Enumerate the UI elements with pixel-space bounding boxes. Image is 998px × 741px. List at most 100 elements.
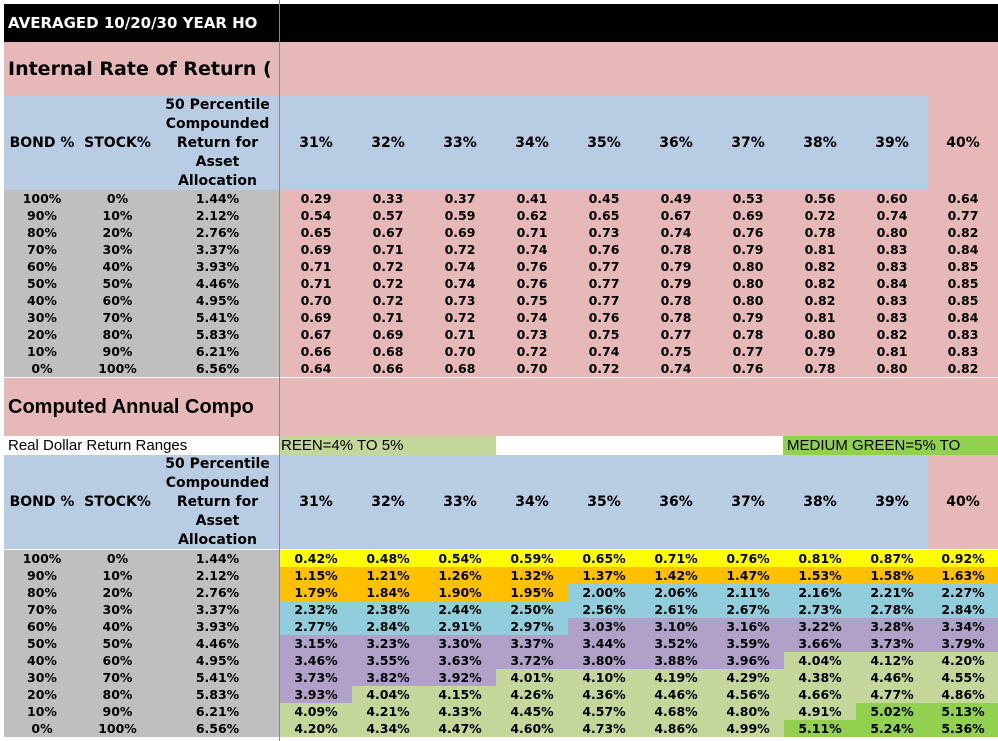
stock-cell[interactable]: 70%: [80, 309, 155, 326]
annual-value-cell[interactable]: 4.20%: [280, 720, 352, 737]
annual-value-cell[interactable]: 3.79%: [928, 635, 998, 652]
irr-value-cell[interactable]: 0.62: [496, 207, 568, 224]
stock-cell[interactable]: 70%: [80, 669, 155, 686]
irr-value-cell[interactable]: 0.80: [856, 360, 928, 377]
irr-value-cell[interactable]: 0.70: [424, 343, 496, 360]
irr-value-cell[interactable]: 0.76: [568, 309, 640, 326]
irr-value-cell[interactable]: 0.74: [496, 309, 568, 326]
irr-value-cell[interactable]: 0.67: [640, 207, 712, 224]
annual-value-cell[interactable]: 3.93%: [280, 686, 352, 703]
irr-value-cell[interactable]: 0.69: [280, 241, 352, 258]
irr-value-cell[interactable]: 0.79: [712, 241, 784, 258]
bond-cell[interactable]: 70%: [4, 241, 80, 258]
annual-value-cell[interactable]: 4.21%: [352, 703, 424, 720]
bond-cell[interactable]: 10%: [4, 343, 80, 360]
return-cell[interactable]: 5.41%: [155, 309, 280, 326]
annual-value-cell[interactable]: 3.59%: [712, 635, 784, 652]
irr-value-cell[interactable]: 0.81: [784, 241, 856, 258]
irr-value-cell[interactable]: 0.85: [928, 258, 998, 275]
irr-value-cell[interactable]: 0.71: [496, 224, 568, 241]
annual-value-cell[interactable]: 3.22%: [784, 618, 856, 635]
bond-cell[interactable]: 90%: [4, 567, 80, 584]
irr-value-cell[interactable]: 0.79: [712, 309, 784, 326]
irr-value-cell[interactable]: 0.78: [640, 309, 712, 326]
annual-value-cell[interactable]: 2.00%: [568, 584, 640, 601]
annual-value-cell[interactable]: 1.32%: [496, 567, 568, 584]
irr-value-cell[interactable]: 0.75: [496, 292, 568, 309]
annual-value-cell[interactable]: 2.44%: [424, 601, 496, 618]
annual-value-cell[interactable]: 2.50%: [496, 601, 568, 618]
annual-value-cell[interactable]: 2.67%: [712, 601, 784, 618]
irr-value-cell[interactable]: 0.41: [496, 190, 568, 207]
irr-value-cell[interactable]: 0.77: [568, 258, 640, 275]
irr-value-cell[interactable]: 0.80: [856, 224, 928, 241]
annual-value-cell[interactable]: 3.15%: [280, 635, 352, 652]
annual-value-cell[interactable]: 4.68%: [640, 703, 712, 720]
annual-value-cell[interactable]: 3.46%: [280, 652, 352, 669]
bond-cell[interactable]: 100%: [4, 550, 80, 567]
irr-value-cell[interactable]: 0.78: [640, 292, 712, 309]
irr-value-cell[interactable]: 0.76: [712, 360, 784, 377]
annual-value-cell[interactable]: 0.76%: [712, 550, 784, 567]
irr-value-cell[interactable]: 0.79: [640, 258, 712, 275]
bond-cell[interactable]: 80%: [4, 584, 80, 601]
annual-value-cell[interactable]: 3.30%: [424, 635, 496, 652]
annual-value-cell[interactable]: 4.46%: [856, 669, 928, 686]
irr-value-cell[interactable]: 0.69: [352, 326, 424, 343]
irr-value-cell[interactable]: 0.69: [280, 309, 352, 326]
annual-value-cell[interactable]: 0.92%: [928, 550, 998, 567]
annual-value-cell[interactable]: 5.13%: [928, 703, 998, 720]
annual-value-cell[interactable]: 3.92%: [424, 669, 496, 686]
annual-value-cell[interactable]: 5.36%: [928, 720, 998, 737]
irr-value-cell[interactable]: 0.84: [928, 241, 998, 258]
irr-value-cell[interactable]: 0.80: [712, 292, 784, 309]
annual-value-cell[interactable]: 1.37%: [568, 567, 640, 584]
annual-value-cell[interactable]: 5.24%: [856, 720, 928, 737]
irr-value-cell[interactable]: 0.67: [352, 224, 424, 241]
irr-value-cell[interactable]: 0.49: [640, 190, 712, 207]
annual-value-cell[interactable]: 4.77%: [856, 686, 928, 703]
irr-value-cell[interactable]: 0.29: [280, 190, 352, 207]
irr-value-cell[interactable]: 0.83: [856, 292, 928, 309]
irr-value-cell[interactable]: 0.65: [280, 224, 352, 241]
irr-value-cell[interactable]: 0.77: [568, 275, 640, 292]
irr-value-cell[interactable]: 0.64: [928, 190, 998, 207]
stock-cell[interactable]: 50%: [80, 275, 155, 292]
irr-value-cell[interactable]: 0.72: [784, 207, 856, 224]
irr-value-cell[interactable]: 0.72: [568, 360, 640, 377]
irr-value-cell[interactable]: 0.68: [424, 360, 496, 377]
return-cell[interactable]: 3.37%: [155, 601, 280, 618]
irr-value-cell[interactable]: 0.82: [856, 326, 928, 343]
return-cell[interactable]: 2.76%: [155, 584, 280, 601]
irr-value-cell[interactable]: 0.59: [424, 207, 496, 224]
annual-value-cell[interactable]: 3.37%: [496, 635, 568, 652]
annual-value-cell[interactable]: 4.01%: [496, 669, 568, 686]
annual-value-cell[interactable]: 4.55%: [928, 669, 998, 686]
return-cell[interactable]: 5.83%: [155, 686, 280, 703]
irr-value-cell[interactable]: 0.73: [496, 326, 568, 343]
irr-value-cell[interactable]: 0.74: [496, 241, 568, 258]
annual-value-cell[interactable]: 4.86%: [640, 720, 712, 737]
annual-value-cell[interactable]: 4.09%: [280, 703, 352, 720]
irr-value-cell[interactable]: 0.72: [424, 241, 496, 258]
annual-value-cell[interactable]: 5.11%: [784, 720, 856, 737]
irr-value-cell[interactable]: 0.71: [352, 309, 424, 326]
return-cell[interactable]: 6.56%: [155, 360, 280, 377]
irr-value-cell[interactable]: 0.76: [496, 258, 568, 275]
bond-cell[interactable]: 20%: [4, 326, 80, 343]
irr-value-cell[interactable]: 0.72: [496, 343, 568, 360]
irr-value-cell[interactable]: 0.81: [784, 309, 856, 326]
irr-value-cell[interactable]: 0.53: [712, 190, 784, 207]
annual-value-cell[interactable]: 3.52%: [640, 635, 712, 652]
return-cell[interactable]: 3.93%: [155, 618, 280, 635]
annual-value-cell[interactable]: 0.71%: [640, 550, 712, 567]
annual-value-cell[interactable]: 4.47%: [424, 720, 496, 737]
irr-value-cell[interactable]: 0.33: [352, 190, 424, 207]
irr-value-cell[interactable]: 0.84: [928, 309, 998, 326]
irr-value-cell[interactable]: 0.56: [784, 190, 856, 207]
stock-cell[interactable]: 90%: [80, 343, 155, 360]
irr-value-cell[interactable]: 0.82: [784, 292, 856, 309]
annual-value-cell[interactable]: 2.84%: [928, 601, 998, 618]
bond-cell[interactable]: 50%: [4, 635, 80, 652]
irr-value-cell[interactable]: 0.72: [352, 292, 424, 309]
